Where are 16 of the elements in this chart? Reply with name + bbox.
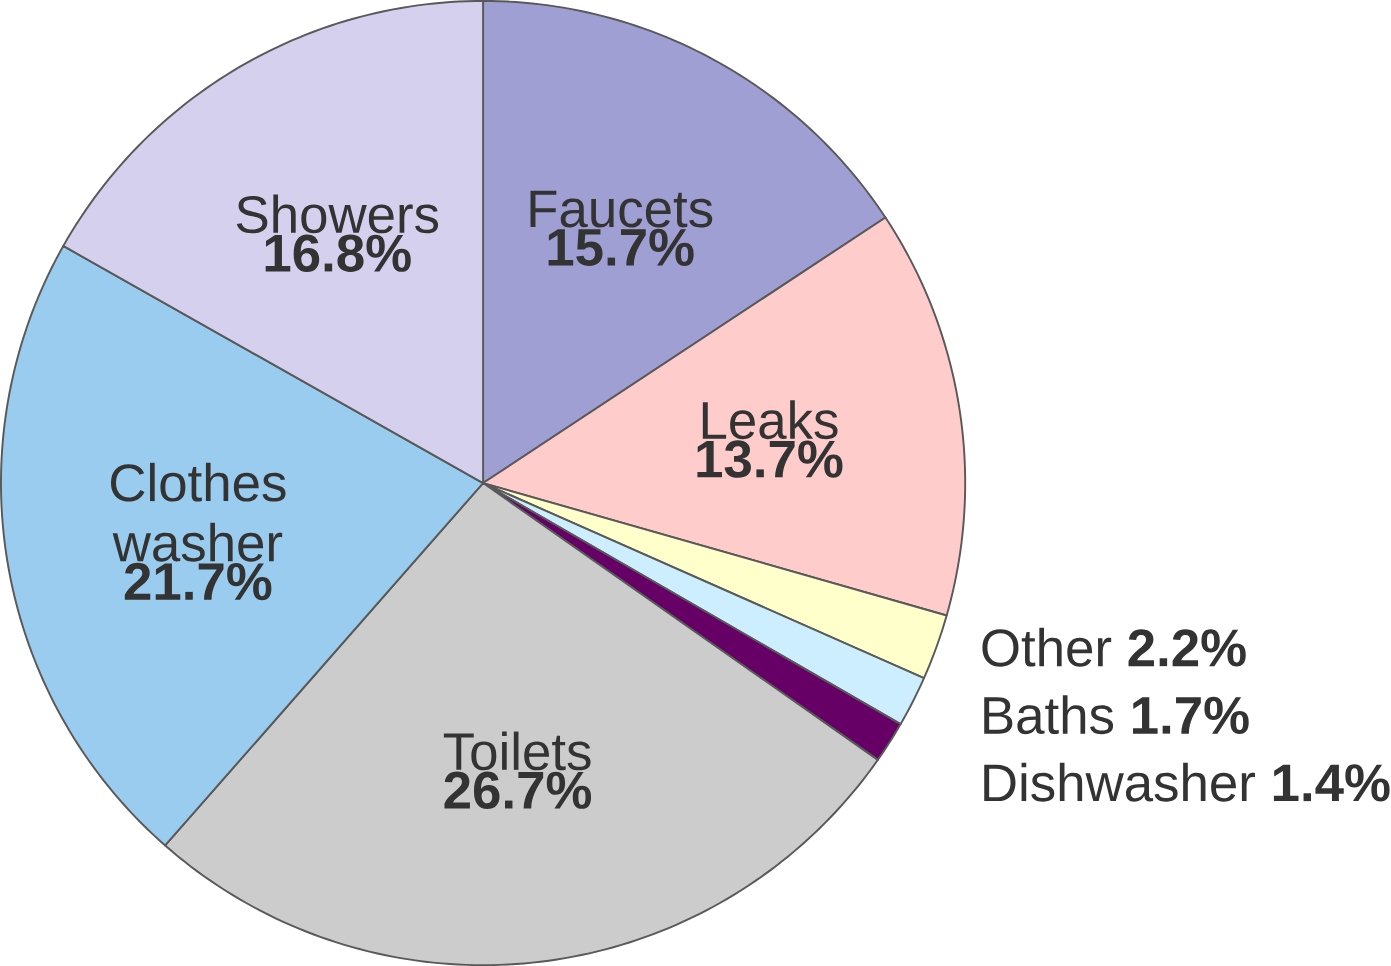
data-label: 13.7% [697, 440, 843, 478]
data-label: 1.4% [1273, 764, 1390, 802]
slice-label: Other [982, 627, 1112, 667]
data-label: 2.2% [1128, 629, 1246, 667]
slice-label: Leaks [702, 400, 838, 440]
data-label: 16.8% [265, 234, 411, 272]
slice-label: Clothes washer [111, 462, 286, 562]
slice-label: Baths [984, 695, 1114, 735]
slice-label: Faucets [530, 190, 713, 228]
data-label: 15.7% [548, 228, 694, 266]
slice-label: Showers [236, 194, 439, 234]
data-label: 21.7% [124, 562, 272, 601]
slice-label: Dishwasher [984, 762, 1255, 802]
slice-label: Toilets [443, 731, 591, 771]
data-label: 26.7% [444, 771, 592, 809]
data-label: 1.7% [1133, 696, 1249, 734]
